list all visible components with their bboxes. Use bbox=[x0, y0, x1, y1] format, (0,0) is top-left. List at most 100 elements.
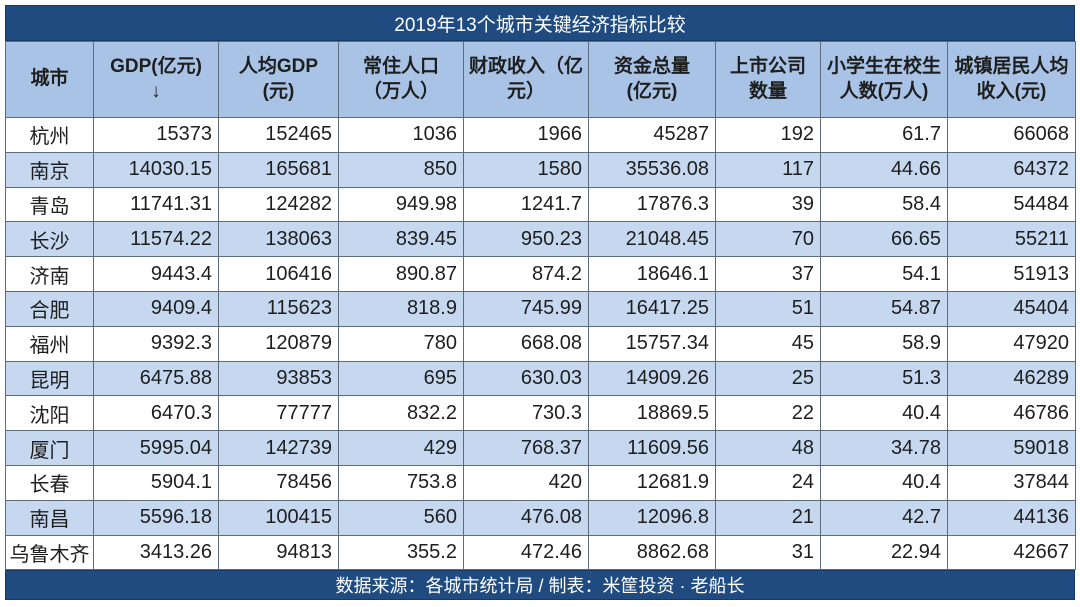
value-cell: 100415 bbox=[218, 499, 339, 536]
value-cell: 768.37 bbox=[463, 430, 589, 466]
table-title: 2019年13个城市关键经济指标比较 bbox=[5, 5, 1075, 41]
value-cell: 14909.26 bbox=[588, 360, 716, 397]
city-name-cell: 南昌 bbox=[5, 499, 94, 536]
value-cell: 21 bbox=[715, 499, 821, 536]
value-cell: 45287 bbox=[588, 117, 716, 153]
value-cell: 11574.22 bbox=[93, 221, 219, 258]
city-name-cell: 济南 bbox=[5, 256, 94, 292]
column-header: GDP(亿元) ↓ bbox=[93, 41, 219, 118]
value-cell: 753.8 bbox=[338, 464, 464, 501]
city-name-cell: 福州 bbox=[5, 325, 94, 362]
value-cell: 46289 bbox=[947, 360, 1076, 397]
value-cell: 46786 bbox=[947, 395, 1076, 432]
column-header: 财政收入（亿 元） bbox=[463, 41, 589, 118]
value-cell: 472.46 bbox=[463, 534, 589, 571]
value-cell: 16417.25 bbox=[588, 290, 716, 327]
indicator-table-figure: 2019年13个城市关键经济指标比较 城市 GDP(亿元) ↓ 人均GDP (元) 常… bbox=[5, 5, 1076, 601]
value-cell: 51 bbox=[715, 290, 821, 327]
value-cell: 850 bbox=[338, 151, 464, 188]
value-cell: 560 bbox=[338, 499, 464, 536]
value-cell: 78456 bbox=[218, 464, 339, 501]
value-cell: 59018 bbox=[947, 430, 1076, 466]
value-cell: 42.7 bbox=[820, 499, 948, 536]
city-name-cell: 杭州 bbox=[5, 117, 94, 153]
column-header: 人均GDP (元) bbox=[218, 41, 339, 118]
value-cell: 18646.1 bbox=[588, 256, 716, 292]
value-cell: 120879 bbox=[218, 325, 339, 362]
value-cell: 1580 bbox=[463, 151, 589, 188]
value-cell: 117 bbox=[715, 151, 821, 188]
value-cell: 192 bbox=[715, 117, 821, 153]
table-row: 昆明 6475.88 93853 695 630.03 14909.26 25 51.3 462… bbox=[5, 360, 1076, 397]
value-cell: 5995.04 bbox=[93, 430, 219, 466]
value-cell: 165681 bbox=[218, 151, 339, 188]
value-cell: 6470.3 bbox=[93, 395, 219, 432]
value-cell: 34.78 bbox=[820, 430, 948, 466]
table-row: 青岛 11741.31 124282 949.98 1241.7 17876.3 39 58.… bbox=[5, 186, 1076, 223]
value-cell: 94813 bbox=[218, 534, 339, 571]
value-cell: 745.99 bbox=[463, 290, 589, 327]
value-cell: 54.87 bbox=[820, 290, 948, 327]
value-cell: 429 bbox=[338, 430, 464, 466]
value-cell: 949.98 bbox=[338, 186, 464, 223]
value-cell: 950.23 bbox=[463, 221, 589, 258]
value-cell: 668.08 bbox=[463, 325, 589, 362]
column-header: 常住人口 （万人） bbox=[338, 41, 464, 118]
value-cell: 11609.56 bbox=[588, 430, 716, 466]
column-header: 城镇居民人均 收入(元) bbox=[947, 41, 1076, 118]
value-cell: 77777 bbox=[218, 395, 339, 432]
value-cell: 9443.4 bbox=[93, 256, 219, 292]
value-cell: 35536.08 bbox=[588, 151, 716, 188]
value-cell: 9409.4 bbox=[93, 290, 219, 327]
value-cell: 40.4 bbox=[820, 464, 948, 501]
value-cell: 630.03 bbox=[463, 360, 589, 397]
value-cell: 51.3 bbox=[820, 360, 948, 397]
value-cell: 9392.3 bbox=[93, 325, 219, 362]
value-cell: 54.1 bbox=[820, 256, 948, 292]
value-cell: 1241.7 bbox=[463, 186, 589, 223]
value-cell: 8862.68 bbox=[588, 534, 716, 571]
value-cell: 152465 bbox=[218, 117, 339, 153]
value-cell: 874.2 bbox=[463, 256, 589, 292]
value-cell: 48 bbox=[715, 430, 821, 466]
value-cell: 818.9 bbox=[338, 290, 464, 327]
value-cell: 780 bbox=[338, 325, 464, 362]
value-cell: 54484 bbox=[947, 186, 1076, 223]
city-name-cell: 长春 bbox=[5, 464, 94, 501]
value-cell: 142739 bbox=[218, 430, 339, 466]
value-cell: 730.3 bbox=[463, 395, 589, 432]
value-cell: 24 bbox=[715, 464, 821, 501]
table-row: 杭州 15373 152465 1036 1966 45287 192 61.7 66068 bbox=[5, 117, 1076, 153]
value-cell: 6475.88 bbox=[93, 360, 219, 397]
table-row: 沈阳 6470.3 77777 832.2 730.3 18869.5 22 40.4 4678… bbox=[5, 395, 1076, 432]
value-cell: 42667 bbox=[947, 534, 1076, 571]
value-cell: 47920 bbox=[947, 325, 1076, 362]
city-name-cell: 长沙 bbox=[5, 221, 94, 258]
value-cell: 115623 bbox=[218, 290, 339, 327]
value-cell: 3413.26 bbox=[93, 534, 219, 571]
value-cell: 58.9 bbox=[820, 325, 948, 362]
table-row: 长沙 11574.22 138063 839.45 950.23 21048.45 70 66… bbox=[5, 221, 1076, 258]
value-cell: 51913 bbox=[947, 256, 1076, 292]
table-row: 南昌 5596.18 100415 560 476.08 12096.8 21 42.7 441… bbox=[5, 499, 1076, 536]
table-row: 福州 9392.3 120879 780 668.08 15757.34 45 58.9 479… bbox=[5, 325, 1076, 362]
city-name-cell: 南京 bbox=[5, 151, 94, 188]
value-cell: 58.4 bbox=[820, 186, 948, 223]
city-name-cell: 乌鲁木齐 bbox=[5, 534, 94, 571]
value-cell: 15757.34 bbox=[588, 325, 716, 362]
value-cell: 839.45 bbox=[338, 221, 464, 258]
column-header: 资金总量 (亿元) bbox=[588, 41, 716, 118]
value-cell: 22.94 bbox=[820, 534, 948, 571]
city-name-cell: 合肥 bbox=[5, 290, 94, 327]
table-row: 合肥 9409.4 115623 818.9 745.99 16417.25 51 54.87… bbox=[5, 290, 1076, 327]
value-cell: 12096.8 bbox=[588, 499, 716, 536]
value-cell: 1036 bbox=[338, 117, 464, 153]
value-cell: 890.87 bbox=[338, 256, 464, 292]
value-cell: 1966 bbox=[463, 117, 589, 153]
value-cell: 695 bbox=[338, 360, 464, 397]
value-cell: 37 bbox=[715, 256, 821, 292]
value-cell: 45 bbox=[715, 325, 821, 362]
value-cell: 66068 bbox=[947, 117, 1076, 153]
value-cell: 5904.1 bbox=[93, 464, 219, 501]
value-cell: 37844 bbox=[947, 464, 1076, 501]
